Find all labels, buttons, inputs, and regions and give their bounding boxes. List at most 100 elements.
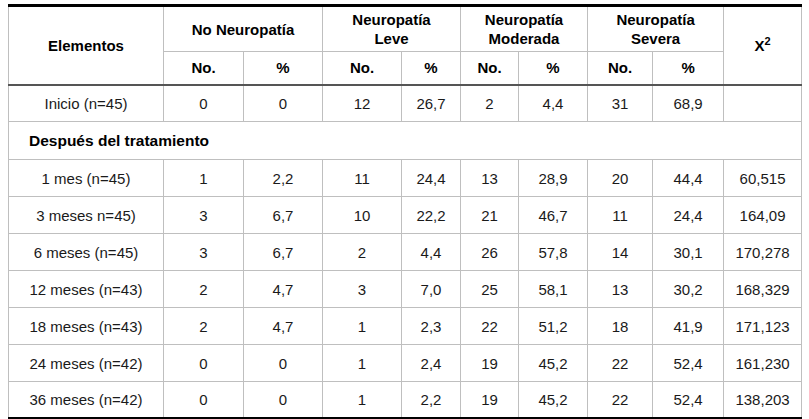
row-label: 6 meses (n=45) (9, 234, 164, 271)
table-row: 1 mes (n=45)12,21124,41328,92044,460,515 (9, 160, 802, 197)
cell-value: 51,2 (519, 308, 588, 345)
cell-value: 1 (164, 160, 244, 197)
cell-value: 1 (323, 308, 402, 345)
subheader-percent: % (244, 52, 323, 85)
cell-value: 68,9 (653, 85, 724, 122)
row-label: 36 meses (n=42) (9, 382, 164, 419)
cell-value: 57,8 (519, 234, 588, 271)
row-label: 24 meses (n=42) (9, 345, 164, 382)
group-header-neuropatia-moderada: Neuropatía Moderada (461, 6, 588, 52)
group-label-line2: Moderada (463, 29, 585, 48)
chi-square-value: 161,230 (724, 345, 802, 382)
cell-value: 3 (323, 271, 402, 308)
cell-value: 2 (164, 271, 244, 308)
chi-square-header: X2 (724, 6, 802, 85)
cell-value: 20 (588, 160, 653, 197)
group-label-line1: Neuropatía (590, 10, 721, 29)
table-row: 3 meses n=45)36,71022,22146,71124,4164,0… (9, 197, 802, 234)
cell-value: 3 (164, 197, 244, 234)
cell-value: 30,2 (653, 271, 724, 308)
cell-value: 58,1 (519, 271, 588, 308)
cell-value: 19 (461, 382, 519, 419)
cell-value: 22 (588, 345, 653, 382)
group-label-line2: Severa (590, 29, 721, 48)
cell-value: 25 (461, 271, 519, 308)
neuropathy-results-table: Elementos No Neuropatía Neuropatía Leve … (8, 4, 802, 419)
subheader-no: No. (323, 52, 402, 85)
row-label: 12 meses (n=43) (9, 271, 164, 308)
cell-value: 6,7 (244, 197, 323, 234)
cell-value: 4,7 (244, 271, 323, 308)
group-label-line1: Neuropatía (463, 10, 585, 29)
cell-value: 2,4 (402, 345, 461, 382)
table-header: Elementos No Neuropatía Neuropatía Leve … (9, 6, 802, 85)
cell-value: 4,7 (244, 308, 323, 345)
cell-value: 22 (588, 382, 653, 419)
group-header-no-neuropatia: No Neuropatía (164, 6, 323, 52)
cell-value: 13 (461, 160, 519, 197)
cell-value: 11 (588, 197, 653, 234)
row-label: Inicio (n=45) (9, 85, 164, 122)
cell-value: 1 (323, 345, 402, 382)
cell-value: 4,4 (402, 234, 461, 271)
group-label-line2: Leve (325, 29, 458, 48)
cell-value: 46,7 (519, 197, 588, 234)
cell-value: 19 (461, 345, 519, 382)
row-label: 1 mes (n=45) (9, 160, 164, 197)
subheader-no: No. (164, 52, 244, 85)
chi-square-value: 171,123 (724, 308, 802, 345)
cell-value: 0 (244, 345, 323, 382)
subheader-percent: % (519, 52, 588, 85)
cell-value: 41,9 (653, 308, 724, 345)
group-header-neuropatia-leve: Neuropatía Leve (323, 6, 461, 52)
cell-value: 45,2 (519, 382, 588, 419)
table-container: Elementos No Neuropatía Neuropatía Leve … (0, 0, 809, 419)
table-row: 18 meses (n=43)24,712,32251,21841,9171,1… (9, 308, 802, 345)
cell-value: 2,2 (402, 382, 461, 419)
cell-value: 31 (588, 85, 653, 122)
group-header-neuropatia-severa: Neuropatía Severa (588, 6, 724, 52)
cell-value: 1 (323, 382, 402, 419)
cell-value: 11 (323, 160, 402, 197)
cell-value: 0 (164, 345, 244, 382)
row-label: 18 meses (n=43) (9, 308, 164, 345)
cell-value: 28,9 (519, 160, 588, 197)
cell-value: 7,0 (402, 271, 461, 308)
cell-value: 0 (244, 85, 323, 122)
section-label: Después del tratamiento (9, 122, 802, 160)
row-label: 3 meses n=45) (9, 197, 164, 234)
cell-value: 2 (164, 308, 244, 345)
group-label-line1: Neuropatía (325, 10, 458, 29)
chi-square-value: 168,329 (724, 271, 802, 308)
cell-value: 2 (461, 85, 519, 122)
cell-value: 13 (588, 271, 653, 308)
corner-header-elementos: Elementos (9, 6, 164, 85)
cell-value: 10 (323, 197, 402, 234)
cell-value: 26,7 (402, 85, 461, 122)
cell-value: 22,2 (402, 197, 461, 234)
cell-value: 44,4 (653, 160, 724, 197)
chi-square-value: 60,515 (724, 160, 802, 197)
chi-square-value: 170,278 (724, 234, 802, 271)
cell-value: 0 (244, 382, 323, 419)
chi-square-value: 164,09 (724, 197, 802, 234)
table-body: Inicio (n=45)001226,724,43168,9Después d… (9, 85, 802, 419)
chi-square-value: 138,203 (724, 382, 802, 419)
subheader-percent: % (402, 52, 461, 85)
cell-value: 52,4 (653, 382, 724, 419)
header-row-groups: Elementos No Neuropatía Neuropatía Leve … (9, 6, 802, 52)
cell-value: 45,2 (519, 345, 588, 382)
chi-square-value (724, 85, 802, 122)
table-row: 6 meses (n=45)36,724,42657,81430,1170,27… (9, 234, 802, 271)
subheader-no: No. (461, 52, 519, 85)
cell-value: 18 (588, 308, 653, 345)
cell-value: 0 (164, 382, 244, 419)
table-row: 24 meses (n=42)0012,41945,22252,4161,230 (9, 345, 802, 382)
chi-exponent: 2 (765, 35, 771, 47)
cell-value: 52,4 (653, 345, 724, 382)
cell-value: 3 (164, 234, 244, 271)
cell-value: 2,2 (244, 160, 323, 197)
subheader-no: No. (588, 52, 653, 85)
cell-value: 4,4 (519, 85, 588, 122)
table-row: Inicio (n=45)001226,724,43168,9 (9, 85, 802, 122)
